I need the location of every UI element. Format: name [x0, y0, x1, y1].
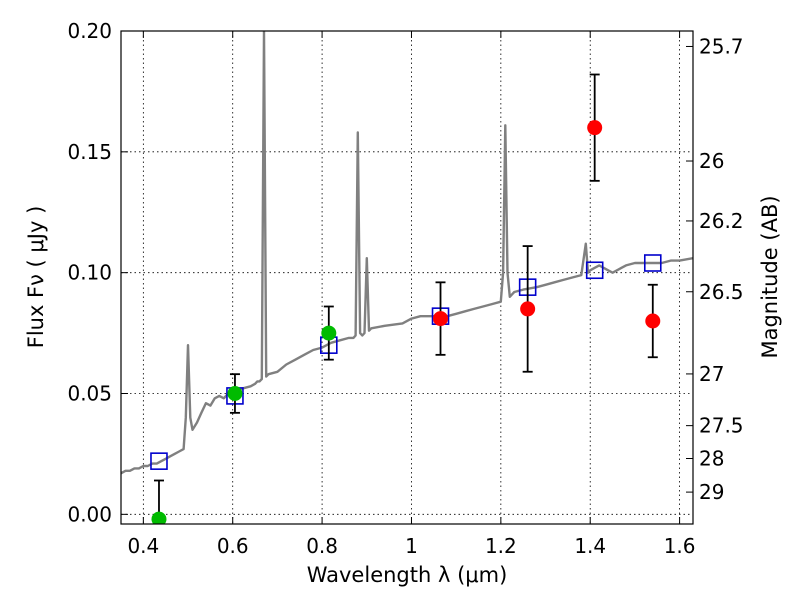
observed-infrared-point: [520, 301, 536, 317]
data-layer: [121, 31, 693, 524]
magnitude-tick-label: 27.5: [699, 414, 744, 438]
x-tick-label: 1.2: [485, 534, 517, 558]
magnitude-tick-label: 26: [699, 149, 724, 173]
model-photometry-square: [585, 261, 604, 280]
y-tick-label: 0.00: [67, 502, 112, 526]
observed-optical-point: [227, 386, 243, 401]
y-tick-label: 0.10: [67, 261, 112, 285]
x-tick-label: 0.8: [306, 534, 338, 558]
observed-infrared-point: [433, 311, 449, 327]
magnitude-tick-label: 25.7: [699, 34, 744, 58]
observed-optical-point: [321, 325, 337, 341]
x-tick-label: 1.4: [574, 534, 606, 558]
magnitude-tick-label: 26.5: [699, 280, 744, 304]
model-photometry-square: [150, 452, 168, 470]
magnitude-axis-title: Magnitude (AB): [758, 195, 782, 358]
x-tick-label: 1: [405, 534, 418, 558]
plot-frame: [120, 30, 694, 525]
y-tick-label: 0.20: [67, 19, 112, 43]
template-sed-line: [121, 31, 693, 475]
y-axis-title: Flux Fν ( μJy ): [24, 206, 48, 349]
magnitude-tick-label: 27: [699, 362, 724, 386]
observed-infrared-point: [587, 120, 603, 136]
x-axis-title: Wavelength λ (μm): [307, 563, 508, 587]
magnitude-tick-label: 29: [699, 480, 724, 504]
x-tick-label: 0.6: [217, 534, 249, 558]
observed-infrared-point: [645, 313, 661, 329]
observed-optical-point: [151, 511, 167, 524]
magnitude-tick-label: 26.2: [699, 209, 744, 233]
axes: 0.4 0.6 0.8 1 1.2 1.4 1.6 0.00 0.05 0.10 0.15 0.20 2…: [67, 19, 743, 558]
y-tick-label: 0.15: [67, 140, 112, 164]
x-tick-label: 0.4: [127, 534, 159, 558]
magnitude-tick-label: 28: [699, 447, 724, 471]
x-tick-label: 1.6: [664, 534, 696, 558]
y-tick-label: 0.05: [67, 382, 112, 406]
model-photometry-square: [643, 254, 662, 272]
